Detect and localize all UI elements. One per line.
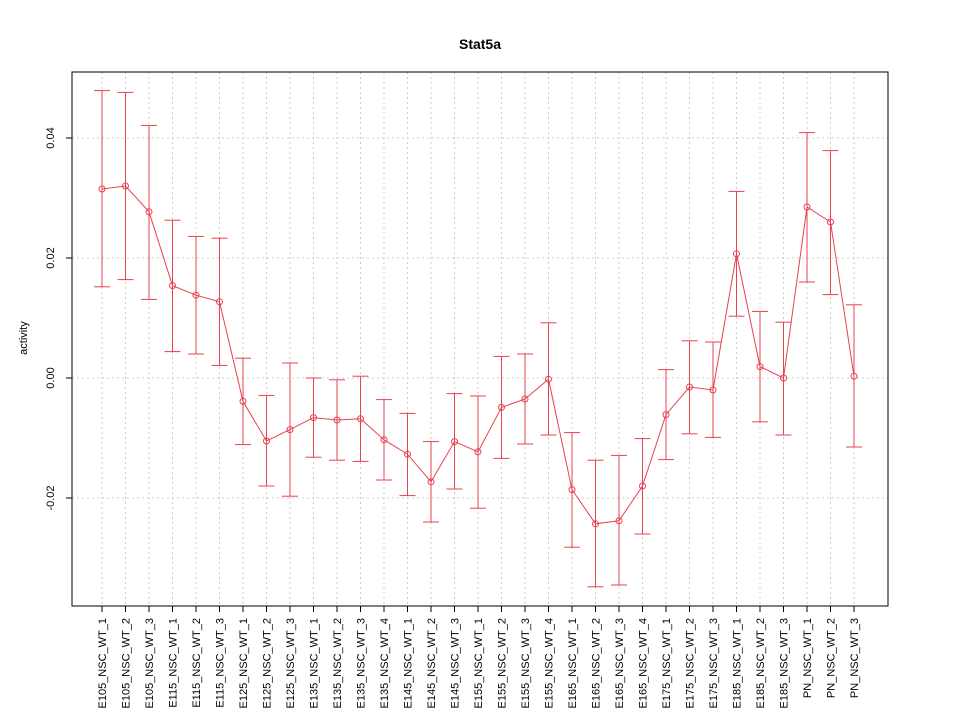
- chart-title: Stat5a: [459, 36, 501, 52]
- x-tick-label: E155_NSC_WT_3: [520, 618, 532, 709]
- x-tick-label: E185_NSC_WT_3: [779, 618, 791, 709]
- data-point: [451, 438, 458, 446]
- data-point: [216, 298, 223, 306]
- data-point: [850, 372, 858, 380]
- x-tick-label: E115_NSC_WT_2: [191, 618, 203, 708]
- series-line-layer: [101, 185, 855, 525]
- plot-frame: [71, 71, 889, 607]
- data-point: [709, 386, 717, 394]
- data-point: [803, 203, 811, 211]
- x-tick-label: E115_NSC_WT_1: [168, 618, 180, 708]
- data-point: [592, 520, 599, 528]
- data-point: [239, 397, 247, 405]
- x-tick-label: E125_NSC_WT_3: [285, 618, 297, 709]
- x-tick-label: E145_NSC_WT_3: [450, 618, 462, 709]
- x-tick-label: E125_NSC_WT_2: [262, 618, 274, 709]
- x-tick-label: E155_NSC_WT_4: [544, 618, 556, 709]
- x-tick-label: E155_NSC_WT_1: [473, 618, 485, 709]
- data-point: [122, 182, 129, 190]
- x-tick-label: E165_NSC_WT_3: [614, 618, 626, 709]
- x-tick-label: E145_NSC_WT_1: [403, 618, 415, 709]
- x-tick-label: E105_NSC_WT_1: [97, 618, 109, 709]
- data-point: [380, 436, 388, 444]
- data-point: [827, 218, 834, 226]
- x-tick-label: PN_NSC_WT_2: [826, 618, 838, 698]
- x-tick-label: E145_NSC_WT_2: [426, 618, 438, 709]
- data-point: [474, 448, 482, 456]
- data-point: [169, 282, 176, 290]
- x-tick-label: E125_NSC_WT_1: [238, 618, 250, 709]
- data-point: [615, 517, 623, 525]
- x-tick-label: PN_NSC_WT_3: [849, 618, 861, 698]
- data-point: [357, 415, 364, 423]
- data-point: [192, 291, 200, 299]
- x-tick-label: E185_NSC_WT_1: [732, 618, 744, 709]
- y-tick-label: 0.04: [45, 127, 57, 148]
- data-point: [521, 395, 529, 403]
- x-tick-label: E155_NSC_WT_2: [497, 618, 509, 709]
- data-point: [333, 416, 341, 424]
- data-point: [545, 375, 552, 383]
- data-point: [263, 437, 270, 445]
- y-axis-label: activity: [18, 321, 30, 355]
- data-point: [427, 478, 435, 486]
- data-point: [145, 208, 153, 216]
- x-tick-label: E105_NSC_WT_2: [121, 618, 133, 709]
- x-tick-label: E165_NSC_WT_4: [638, 618, 650, 709]
- data-point: [662, 411, 670, 419]
- data-point: [568, 486, 576, 494]
- x-tick-label: E115_NSC_WT_3: [215, 618, 227, 708]
- grid-layer: [72, 72, 888, 606]
- x-tick-label: E105_NSC_WT_3: [144, 618, 156, 709]
- x-tick-label: PN_NSC_WT_1: [802, 618, 814, 698]
- y-tick-label: 0.02: [45, 247, 57, 268]
- series-line: [101, 185, 855, 525]
- axes: -0.02 0.00 0.02 0.04 E105_NSC_WT_1 E105_NSC_W…: [45, 127, 861, 708]
- data-points: [98, 182, 858, 528]
- data-point: [639, 482, 646, 490]
- x-tick-label: E135_NSC_WT_3: [356, 618, 368, 709]
- x-tick-label: E185_NSC_WT_2: [755, 618, 767, 709]
- data-point: [686, 383, 693, 391]
- y-tick-label: 0.00: [45, 367, 57, 388]
- x-tick-label: E165_NSC_WT_2: [591, 618, 603, 709]
- data-point: [404, 450, 411, 458]
- x-tick-label: E165_NSC_WT_1: [567, 618, 579, 709]
- x-tick-label: E175_NSC_WT_1: [661, 618, 673, 709]
- x-tick-label: E175_NSC_WT_3: [708, 618, 720, 709]
- data-point: [733, 250, 740, 258]
- x-tick-label: E175_NSC_WT_2: [685, 618, 697, 709]
- x-tick-label: E135_NSC_WT_1: [309, 618, 321, 709]
- y-tick-label: -0.02: [45, 485, 57, 510]
- data-point: [756, 363, 764, 371]
- x-tick-label: E135_NSC_WT_2: [332, 618, 344, 709]
- data-point: [98, 185, 106, 193]
- data-point: [780, 374, 787, 382]
- data-point: [310, 414, 317, 422]
- x-tick-label: E135_NSC_WT_4: [379, 618, 391, 709]
- data-point: [498, 403, 505, 411]
- data-point: [286, 426, 294, 434]
